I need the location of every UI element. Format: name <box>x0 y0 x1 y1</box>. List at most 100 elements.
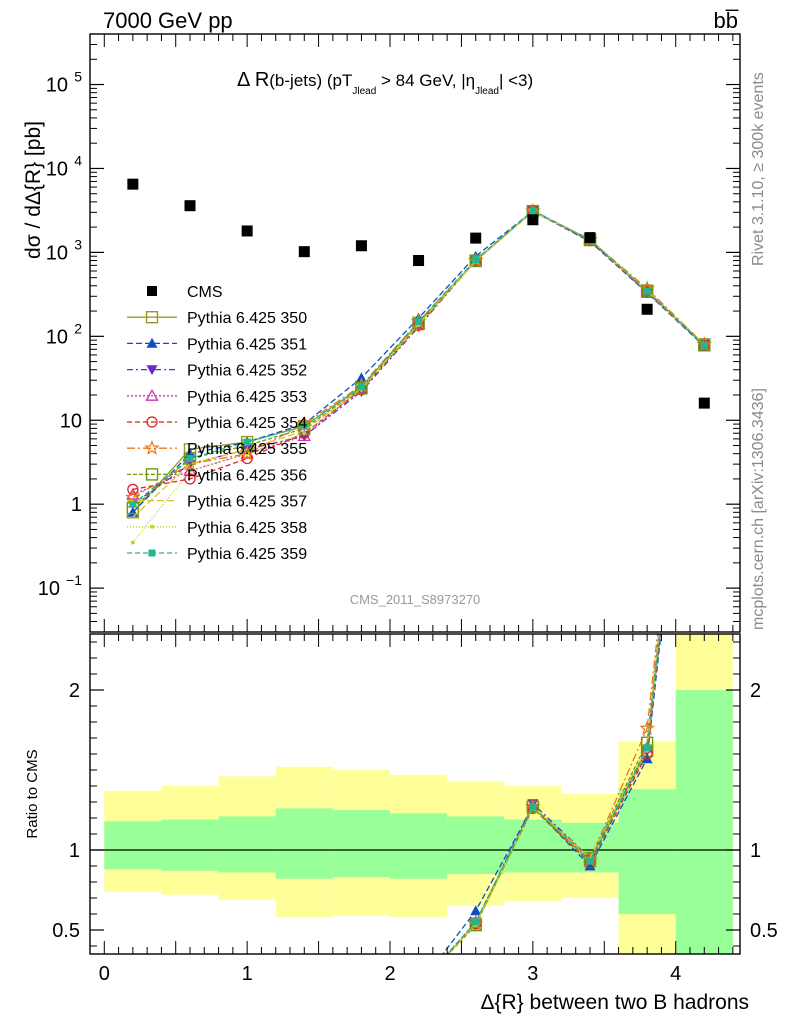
header-left: 7000 GeV pp <box>103 8 233 33</box>
y-tick-label: 10 <box>46 326 68 348</box>
ratio-point-4 <box>699 205 710 215</box>
data-point <box>584 232 596 244</box>
legend-label-9: Pythia 6.425 358 <box>187 520 307 537</box>
ratio-point-10 <box>529 803 537 811</box>
legend-marker-9 <box>150 524 154 529</box>
mcplots-label: mcplots.cern.ch [arXiv:1306.3436] <box>750 388 767 630</box>
main-frame <box>89 33 741 633</box>
ratio-band-stat <box>275 808 333 879</box>
mc-point-10 <box>643 287 651 295</box>
ratio-line-8 <box>447 634 660 954</box>
ratio-y-tick-label-right: 1 <box>750 840 761 862</box>
main-ylabel: dσ / dΔ{R} [pb] <box>22 121 45 259</box>
y-tick-exponent: 3 <box>74 236 82 252</box>
x-tick-label: 3 <box>527 963 538 985</box>
legend-label-5: Pythia 6.425 354 <box>187 415 307 432</box>
ratio-point-7 <box>526 800 540 813</box>
mc-point-10 <box>472 256 480 264</box>
legend-marker-3 <box>146 365 158 376</box>
y-tick-label: 10 <box>46 158 68 180</box>
ratio-band-stat <box>218 816 276 873</box>
mc-point-7 <box>183 452 197 465</box>
legend-label-cms: CMS <box>187 284 223 301</box>
rivet-label: Rivet 3.1.10, ≥ 300k events <box>750 72 767 266</box>
mc-point-4 <box>297 429 311 442</box>
ratio-y-tick-label-left: 1 <box>69 840 80 862</box>
ratio-point-1 <box>699 221 710 232</box>
data-point <box>298 246 310 258</box>
x-tick-label: 2 <box>384 963 395 985</box>
ratio-point-2 <box>641 753 653 764</box>
data-point <box>470 232 482 244</box>
mc-point-10 <box>300 422 308 430</box>
ratio-point-2 <box>470 905 482 916</box>
ratio-ylabel: Ratio to CMS <box>24 749 41 838</box>
y-tick-exponent: −1 <box>66 572 82 588</box>
legend: CMS Pythia 6.425 350 Pythia 6.425 351 Pythi… <box>127 284 307 563</box>
legend-marker-cms <box>147 286 157 296</box>
mc-point-7 <box>469 254 482 268</box>
ratio-point-2 <box>699 237 710 247</box>
mc-point-4 <box>183 463 197 476</box>
ratio-y-tick-label-right: 2 <box>750 680 761 702</box>
ratio-point-2 <box>584 860 596 871</box>
mc-point-10 <box>186 455 194 463</box>
y-tick-label: 10 <box>46 75 68 97</box>
ratio-point-10 <box>586 857 594 865</box>
analysis-watermark: CMS_2011_S8973270 <box>350 592 481 607</box>
mc-point-7 <box>698 338 711 351</box>
legend-marker-5 <box>146 416 158 428</box>
mc-point-10 <box>700 341 708 349</box>
mc-point-10 <box>243 438 251 446</box>
x-axis-label: Δ{R} between two B hadrons <box>480 991 749 1014</box>
data-point <box>184 200 196 212</box>
ratio-band-stat <box>390 813 448 879</box>
ratio-panel: 0.5 0.5 1 1 2 2 0 1 2 3 4 Ratio to CMS Δ{R} betwee… <box>24 205 778 1014</box>
ratio-band-stat <box>161 819 219 871</box>
ratio-band-stat <box>104 821 162 870</box>
data-point <box>527 214 539 226</box>
ratio-band-stat <box>332 810 390 878</box>
data-point <box>355 240 367 252</box>
mc-point-10 <box>415 318 423 326</box>
ratio-band-stat <box>447 816 505 874</box>
y-tick-label: 10 <box>46 242 68 264</box>
y-tick-exponent: 4 <box>74 152 82 168</box>
ratio-point-9 <box>702 224 706 228</box>
data-point <box>641 303 653 315</box>
mc-point-6 <box>467 252 484 268</box>
ratio-band-stat <box>618 789 676 914</box>
mc-point-7 <box>640 284 654 297</box>
y-tick-exponent: 5 <box>74 69 82 85</box>
legend-label-4: Pythia 6.425 353 <box>187 389 307 406</box>
ratio-line-10 <box>446 634 661 954</box>
data-point <box>241 225 253 237</box>
data-point <box>413 255 425 267</box>
legend-label-2: Pythia 6.425 351 <box>187 336 307 353</box>
mc-point-10 <box>129 500 137 508</box>
y-tick-exponent: 2 <box>74 320 82 336</box>
x-tick-label: 0 <box>99 963 110 985</box>
ratio-y-tick-label-left: 0.5 <box>52 920 80 942</box>
mc-line-3 <box>132 209 705 505</box>
ratio-point-10 <box>643 744 651 752</box>
ratio-line-2 <box>442 634 662 954</box>
ratio-bands-layer <box>104 634 733 954</box>
data-point <box>698 397 710 409</box>
main-axes: 10 5 10 4 10 3 10 2 10 1 10 −1 <box>38 33 740 633</box>
y-tick-label: 1 <box>71 494 82 516</box>
mc-point-9 <box>245 451 250 456</box>
legend-label-8: Pythia 6.425 357 <box>187 494 307 511</box>
legend-marker-10 <box>148 549 156 557</box>
legend-label-10: Pythia 6.425 359 <box>187 546 307 563</box>
mc-point-9 <box>130 540 135 545</box>
ratio-point-5 <box>699 221 709 231</box>
y-tick-label: 10 <box>60 410 82 432</box>
ratio-band-stat <box>675 690 733 954</box>
ratio-point-6 <box>639 720 655 736</box>
mc-point-5 <box>184 473 196 485</box>
legend-marker-7 <box>145 468 159 481</box>
header-right: bb̅ <box>714 8 739 33</box>
x-tick-label: 4 <box>670 963 681 985</box>
